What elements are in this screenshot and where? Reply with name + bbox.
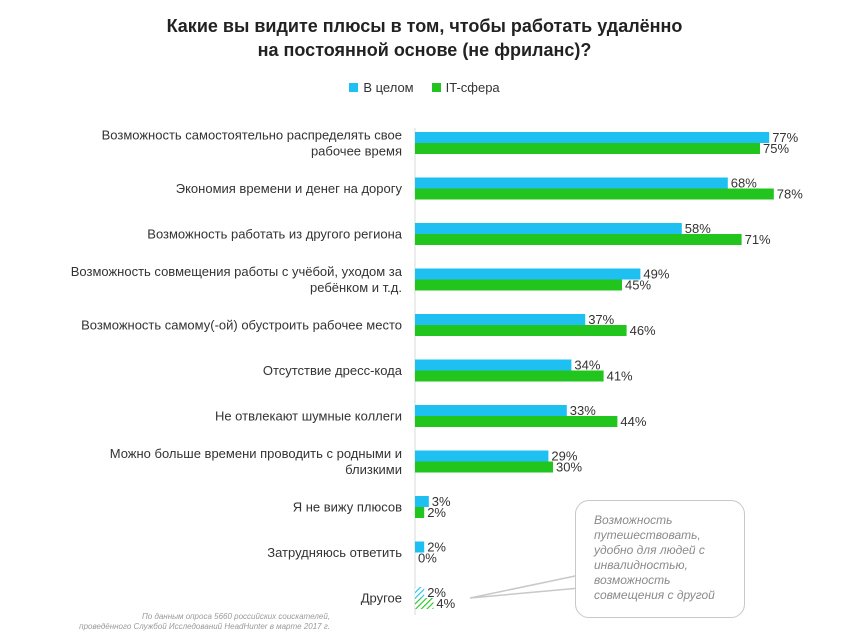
bar-it [415, 598, 434, 609]
bar-general [415, 541, 425, 553]
footnote-line-2: проведённого Службой Исследований HeadHu… [79, 622, 330, 631]
category-label: Не отвлекают шумные коллеги [215, 409, 402, 424]
category-label-line: Можно больше времени проводить с родными… [110, 446, 402, 461]
category-label: Отсутствие дресс-кода [263, 363, 403, 378]
category-label: Экономия времени и денег на дорогу [176, 181, 403, 196]
category-label: Возможность совмещения работы с учёбой, … [71, 264, 403, 295]
footnote-line-1: По данным опроса 5660 российских соискат… [141, 612, 330, 621]
bar-it [415, 279, 622, 291]
category-label: Возможность самостоятельно распределять … [102, 128, 402, 159]
bar-it [415, 325, 627, 336]
bar-general [415, 450, 549, 462]
bar-it [415, 234, 742, 245]
category-label-line: рабочее время [311, 144, 402, 159]
chart-legend: В целом IT-сфера [0, 80, 849, 95]
data-label-general: 49% [643, 267, 669, 282]
category-label: Можно больше времени проводить с родными… [110, 446, 402, 477]
legend-label-general: В целом [363, 80, 414, 95]
data-label-it: 4% [436, 596, 455, 611]
data-label-general: 77% [772, 130, 798, 145]
bar-it [415, 143, 760, 154]
bar-general [415, 223, 682, 234]
data-label-it: 45% [625, 278, 651, 293]
data-label-it: 75% [763, 141, 789, 156]
data-label-it: 46% [630, 323, 656, 338]
bar-general [415, 132, 770, 143]
category-label: Возможность самому(-ой) обустроить рабоч… [81, 318, 402, 333]
data-label-it: 0% [418, 551, 437, 566]
data-label-general: 3% [432, 494, 451, 509]
data-label-general: 33% [570, 403, 596, 418]
data-label-it: 41% [607, 369, 633, 384]
data-label-general: 34% [574, 358, 600, 373]
legend-swatch-general [349, 83, 359, 92]
category-label: Другое [361, 591, 402, 606]
category-label-line: Я не вижу плюсов [293, 500, 402, 515]
category-label: Я не вижу плюсов [293, 500, 402, 515]
legend-item-it: IT-сфера [431, 80, 500, 95]
bar-it [415, 416, 618, 427]
bar-general [415, 405, 567, 416]
data-label-general: 29% [551, 449, 577, 464]
data-label-general: 2% [427, 540, 446, 555]
data-label-general: 2% [427, 585, 446, 600]
category-label-line: Возможность совмещения работы с учёбой, … [71, 264, 403, 279]
bar-it [415, 507, 425, 518]
category-label-line: Экономия времени и денег на дорогу [176, 181, 403, 196]
chart-title: Какие вы видите плюсы в том, чтобы работ… [0, 14, 849, 62]
data-label-it: 2% [427, 505, 446, 520]
bar-general [415, 177, 728, 189]
chart-title-line-2: на постоянной основе (не фриланс)? [257, 40, 592, 60]
data-label-it: 71% [745, 232, 771, 247]
legend-label-it: IT-сфера [445, 80, 500, 95]
data-label-it: 78% [777, 187, 803, 202]
category-label-line: Затрудняюсь ответить [267, 545, 402, 560]
bar-general [415, 496, 429, 507]
category-label-line: Возможность самому(-ой) обустроить рабоч… [81, 318, 402, 333]
data-label-it: 30% [556, 460, 582, 475]
callout-pointer [469, 574, 581, 599]
category-label: Возможность работать из другого региона [147, 227, 402, 242]
category-label-line: Возможность работать из другого региона [147, 227, 402, 242]
bar-general [415, 314, 586, 325]
bar-it [415, 188, 774, 200]
legend-item-general: В целом [349, 80, 414, 95]
bar-it [415, 370, 604, 382]
bar-general [415, 268, 641, 280]
source-footnote: По данным опроса 5660 российских соискат… [0, 612, 330, 632]
category-label-line: Не отвлекают шумные коллеги [215, 409, 402, 424]
category-label-line: ребёнком и т.д. [310, 280, 402, 295]
category-label-line: близкими [345, 462, 402, 477]
category-label-line: Другое [361, 591, 402, 606]
bar-general [415, 587, 425, 598]
bar-it [415, 461, 553, 473]
data-label-general: 68% [731, 176, 757, 191]
legend-swatch-it [431, 83, 441, 92]
category-label-line: Возможность самостоятельно распределять … [102, 128, 402, 143]
chart-title-line-1: Какие вы видите плюсы в том, чтобы работ… [166, 16, 683, 36]
callout-other-note: Возможность путешествовать, удобно для л… [575, 500, 745, 618]
category-label: Затрудняюсь ответить [267, 545, 402, 560]
data-label-it: 44% [620, 414, 646, 429]
category-label-line: Отсутствие дресс-кода [263, 363, 403, 378]
data-label-general: 37% [588, 312, 614, 327]
bar-general [415, 359, 572, 371]
data-label-general: 58% [685, 221, 711, 236]
